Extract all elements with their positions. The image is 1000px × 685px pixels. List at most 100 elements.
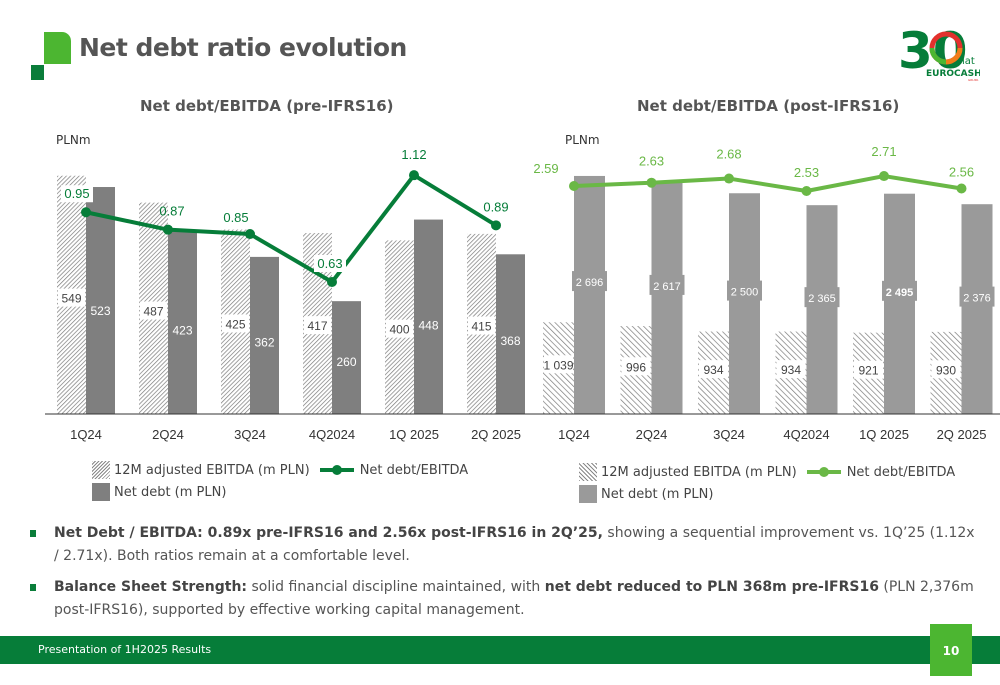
bullet-text-2: (PLN 2,376m post-IFRS16), supported by e… xyxy=(54,579,974,618)
footer-bar xyxy=(0,636,1000,664)
category-label: 4Q2024 xyxy=(783,427,829,442)
legend-netdebt-label: Net debt (m PLN) xyxy=(114,484,227,500)
category-label: 1Q 2025 xyxy=(859,427,909,442)
bar-net-debt xyxy=(729,193,760,414)
eurocash-30-lat-logo: 30 lat EUROCASH GRUPA xyxy=(898,22,980,82)
chart-title-post-ifrs16: Net debt/EBITDA (post-IFRS16) xyxy=(637,97,900,115)
data-label-net-debt: 523 xyxy=(90,304,110,318)
key-points: Net Debt / EBITDA: 0.89x pre-IFRS16 and … xyxy=(30,522,980,630)
data-label-bg xyxy=(882,280,917,301)
data-label-ratio: 2.71 xyxy=(871,144,896,159)
bullet-balance-sheet: Balance Sheet Strength: solid financial … xyxy=(30,576,980,622)
data-label-net-debt: 2 376 xyxy=(963,293,991,305)
data-label-ratio: 1.12 xyxy=(401,147,426,162)
data-label-bg xyxy=(727,280,762,301)
logo-brand-name: EUROCASH xyxy=(926,69,980,79)
data-label-net-debt: 2 696 xyxy=(576,277,604,289)
section-marker-icon xyxy=(44,32,71,64)
page-number: 10 xyxy=(942,644,960,658)
data-label-ebitda: 425 xyxy=(225,317,245,331)
legend-hatch-swatch xyxy=(92,461,110,479)
category-label: 1Q 2025 xyxy=(389,427,439,442)
data-label-bg xyxy=(804,287,840,308)
bullet-text: solid financial discipline maintained, w… xyxy=(247,579,545,595)
bullet-bold: Net Debt / EBITDA: 0.89x pre-IFRS16 and … xyxy=(54,525,603,541)
logo-brand-sub: GRUPA xyxy=(968,78,979,82)
category-label: 3Q24 xyxy=(234,427,266,442)
legend-right: 12M adjusted EBITDA (m PLN) Net debt/EBI… xyxy=(579,461,955,505)
logo-ring-orange xyxy=(945,47,963,65)
ratio-point xyxy=(879,171,889,182)
legend-line-swatch xyxy=(806,467,841,477)
bar-net-debt xyxy=(496,254,525,414)
data-label-ratio: 2.59 xyxy=(533,161,558,176)
ratio-point xyxy=(956,183,967,194)
bullet-bold-2: net debt reduced to PLN 368m pre-IFRS16 xyxy=(544,579,879,595)
data-label-ebitda: 415 xyxy=(471,320,491,334)
logo-ring-green xyxy=(929,47,947,65)
legend-ebitda-label: 12M adjusted EBITDA (m PLN) xyxy=(601,464,797,480)
legend-ebitda-label: 12M adjusted EBITDA (m PLN) xyxy=(114,462,310,478)
data-label-ratio: 2.56 xyxy=(949,165,974,180)
data-label-ebitda: 417 xyxy=(307,319,327,333)
ratio-point xyxy=(646,177,657,188)
data-label-ebitda: 934 xyxy=(781,363,801,377)
data-label-ebitda: 930 xyxy=(936,363,956,377)
ratio-point xyxy=(801,186,812,196)
legend-netdebt-label: Net debt (m PLN) xyxy=(601,486,714,502)
data-label-bg xyxy=(544,355,573,374)
bar-net-debt xyxy=(884,193,915,414)
chart-post-ifrs16: 1 039 2 696 1Q24 996 2 617 2Q24 934 2 500 3Q24 93… xyxy=(533,144,1000,442)
data-label-bg xyxy=(140,301,167,320)
logo-suffix: lat xyxy=(962,56,975,67)
data-label-bg xyxy=(572,271,607,292)
category-label: 2Q24 xyxy=(152,427,184,442)
data-label-ebitda: 1 039 xyxy=(543,358,573,372)
bar-net-debt xyxy=(332,301,361,414)
charts-canvas: 549 523 1Q24 487 423 2Q24 425 362 3Q24 417 260 4Q20… xyxy=(45,144,1000,442)
ratio-point xyxy=(245,229,255,240)
data-label-net-debt: 2 495 xyxy=(886,287,914,299)
footer-text: Presentation of 1H2025 Results xyxy=(38,643,212,656)
data-label-bg xyxy=(61,185,93,203)
data-label-ratio: 0.95 xyxy=(64,186,89,201)
data-label-ratio: 0.63 xyxy=(317,256,342,271)
legend-line-swatch xyxy=(319,465,354,475)
category-label: 2Q24 xyxy=(636,427,668,442)
data-label-bg xyxy=(931,360,961,379)
data-label-ratio: 0.85 xyxy=(223,210,248,225)
chart-pre-ifrs16: 549 523 1Q24 487 423 2Q24 425 362 3Q24 417 260 4Q20… xyxy=(45,147,542,442)
data-label-bg xyxy=(699,360,728,379)
chart-title-pre-ifrs16: Net debt/EBITDA (pre-IFRS16) xyxy=(140,97,394,115)
unit-label-left: PLNm xyxy=(56,133,91,147)
data-label-bg xyxy=(468,316,495,335)
ratio-line xyxy=(85,173,498,284)
page-title: Net debt ratio evolution xyxy=(79,33,407,62)
bullet-bold: Balance Sheet Strength: xyxy=(54,579,248,595)
data-label-bg xyxy=(304,316,331,335)
unit-label-right: PLNm xyxy=(565,133,600,147)
category-label: 1Q24 xyxy=(558,427,590,442)
legend-hatch-swatch xyxy=(579,463,597,481)
data-label-bg xyxy=(58,288,85,307)
ratio-line xyxy=(573,174,962,193)
data-label-bg xyxy=(621,357,651,376)
data-label-ebitda: 934 xyxy=(703,363,723,377)
data-label-ratio: 2.63 xyxy=(639,154,664,169)
ratio-point xyxy=(327,277,337,287)
bar-net-debt xyxy=(414,219,443,414)
data-label-ebitda: 996 xyxy=(626,360,646,374)
ratio-point xyxy=(81,207,91,218)
legend-solid-swatch xyxy=(579,485,597,503)
category-label: 2Q 2025 xyxy=(471,427,521,442)
data-label-ratio: 2.53 xyxy=(794,165,819,180)
data-label-net-debt: 423 xyxy=(172,323,192,337)
page-number-box xyxy=(930,624,972,676)
data-label-bg xyxy=(649,274,685,295)
data-label-bg xyxy=(222,314,249,333)
data-label-ratio: 2.68 xyxy=(716,147,741,162)
ratio-point xyxy=(163,224,173,235)
data-label-net-debt: 2 500 xyxy=(731,287,759,299)
bar-net-debt xyxy=(806,205,838,414)
data-label-ratio: 0.89 xyxy=(483,199,508,214)
